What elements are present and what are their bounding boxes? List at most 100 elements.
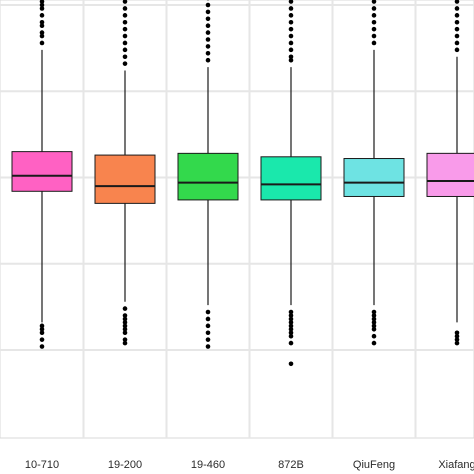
box-body bbox=[11, 151, 73, 192]
outlier-point bbox=[288, 323, 294, 329]
outlier-point bbox=[205, 316, 211, 322]
outlier-point bbox=[288, 13, 294, 18]
outlier-point bbox=[288, 330, 294, 336]
outlier-point bbox=[371, 0, 377, 4]
outlier-point bbox=[454, 337, 460, 342]
box-body bbox=[426, 152, 474, 197]
outlier-point bbox=[454, 340, 460, 346]
outlier-point bbox=[288, 26, 294, 32]
outlier-point bbox=[288, 54, 294, 60]
outlier-point bbox=[371, 19, 377, 25]
x-tick-label: 872B bbox=[278, 459, 304, 471]
outlier-point bbox=[288, 333, 294, 339]
outlier-point bbox=[205, 309, 211, 315]
box-19-460 bbox=[177, 0, 239, 349]
outlier-point bbox=[205, 37, 211, 42]
outlier-point bbox=[288, 327, 294, 332]
outlier-point bbox=[122, 33, 128, 39]
box-body bbox=[177, 152, 239, 201]
outlier-point bbox=[288, 19, 294, 25]
outlier-point bbox=[288, 340, 294, 346]
box-body bbox=[94, 154, 156, 204]
outlier-point bbox=[122, 306, 128, 311]
outlier-point bbox=[39, 23, 45, 29]
outlier-point bbox=[39, 344, 45, 349]
outlier-point bbox=[122, 54, 128, 60]
outlier-point bbox=[371, 40, 377, 46]
x-tick-label: QiuFeng bbox=[353, 459, 395, 471]
x-tick-label: 10-710 bbox=[25, 459, 59, 471]
outlier-point bbox=[288, 0, 294, 4]
outlier-point bbox=[205, 330, 211, 336]
outlier-point bbox=[39, 6, 45, 11]
outlier-point bbox=[371, 13, 377, 18]
outlier-point bbox=[205, 9, 211, 15]
box-qiufeng bbox=[343, 0, 405, 346]
outlier-point bbox=[205, 30, 211, 35]
outlier-point bbox=[288, 6, 294, 11]
outlier-point bbox=[288, 316, 294, 322]
outlier-point bbox=[205, 57, 211, 63]
box-body bbox=[260, 156, 322, 201]
outlier-point bbox=[39, 0, 45, 4]
outlier-point bbox=[205, 23, 211, 29]
outlier-point bbox=[39, 330, 45, 336]
outlier-point bbox=[288, 40, 294, 46]
outlier-point bbox=[288, 309, 294, 315]
outlier-point bbox=[39, 33, 45, 39]
outlier-point bbox=[122, 19, 128, 25]
outlier-point bbox=[454, 19, 460, 25]
plot-background bbox=[0, 0, 474, 439]
box-872b bbox=[260, 0, 322, 367]
outlier-point bbox=[454, 33, 460, 39]
box-xiafang bbox=[426, 0, 474, 346]
outlier-point bbox=[288, 320, 294, 325]
outlier-point bbox=[122, 13, 128, 18]
outlier-point bbox=[288, 33, 294, 39]
outlier-point bbox=[122, 26, 128, 32]
box-10-710 bbox=[11, 0, 73, 349]
outlier-point bbox=[454, 0, 460, 4]
outlier-point bbox=[39, 13, 45, 18]
outlier-point bbox=[371, 6, 377, 11]
outlier-point bbox=[454, 333, 460, 339]
outlier-point bbox=[205, 344, 211, 349]
gridlines bbox=[0, 0, 474, 438]
outlier-point bbox=[122, 0, 128, 4]
box-body bbox=[343, 158, 405, 197]
outlier-point bbox=[454, 6, 460, 11]
outlier-point bbox=[371, 327, 377, 332]
outlier-point bbox=[371, 26, 377, 32]
outlier-point bbox=[288, 47, 294, 53]
outlier-point bbox=[205, 2, 211, 8]
outlier-point bbox=[205, 44, 211, 49]
outlier-point bbox=[122, 330, 128, 336]
outlier-point bbox=[371, 313, 377, 318]
outlier-point bbox=[371, 33, 377, 39]
outlier-point bbox=[122, 320, 128, 325]
x-tick-labels: 10-710 19-200 19-460 872B QiuFeng Xiafang bbox=[25, 459, 474, 471]
outlier-point bbox=[454, 13, 460, 18]
outlier-point bbox=[454, 26, 460, 32]
outlier-point bbox=[122, 337, 128, 342]
outlier-point bbox=[371, 320, 377, 325]
outlier-point bbox=[454, 40, 460, 46]
outlier-point bbox=[39, 2, 45, 8]
outlier-point bbox=[371, 340, 377, 346]
x-tick-label: 19-460 bbox=[191, 459, 225, 471]
outlier-point bbox=[39, 19, 45, 25]
outlier-point bbox=[39, 40, 45, 46]
outlier-point bbox=[371, 316, 377, 322]
outlier-point bbox=[205, 51, 211, 56]
x-tick-label: Xiafang bbox=[438, 459, 474, 471]
outlier-point bbox=[205, 16, 211, 22]
outlier-point bbox=[122, 323, 128, 329]
outlier-point bbox=[288, 57, 294, 63]
outlier-point bbox=[39, 323, 45, 329]
outlier-point bbox=[371, 309, 377, 315]
outlier-point bbox=[39, 337, 45, 342]
outlier-point bbox=[122, 40, 128, 46]
x-tick-label: 19-200 bbox=[108, 459, 142, 471]
outlier-point bbox=[122, 313, 128, 318]
